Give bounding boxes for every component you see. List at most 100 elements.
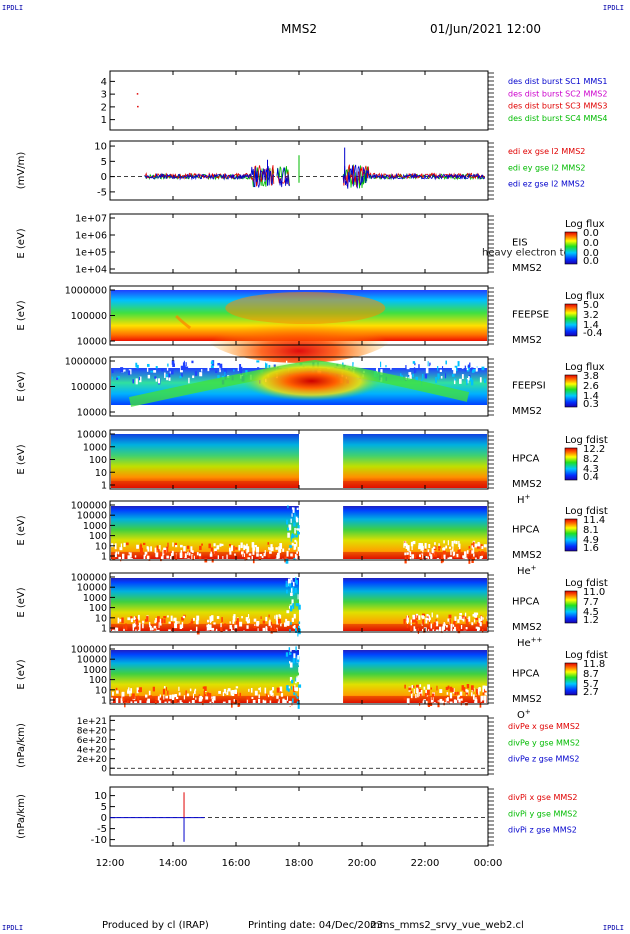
- hpca-he1-speckle: [424, 542, 427, 549]
- hpca-o-speckle: [442, 700, 444, 705]
- hpca-o-speckle: [146, 700, 149, 706]
- hpca-he1-speckle: [201, 543, 203, 546]
- hpca-o-speckle: [458, 698, 461, 703]
- eis-spacecraft: MMS2: [512, 263, 542, 274]
- hpca-he2-speckle: [159, 618, 162, 624]
- hpca-he2-speckle: [278, 614, 281, 617]
- feeps-i-speckle: [132, 379, 134, 384]
- hpca-o-speckle: [183, 695, 186, 700]
- hpca-he2-speckle: [133, 623, 137, 627]
- hpca-o-speckle: [158, 700, 162, 706]
- hpca-he2-speckle: [123, 626, 125, 632]
- feeps-i-speckle: [147, 374, 151, 379]
- hpca-o-speckle: [480, 695, 483, 702]
- hpca-he1-speckle: [287, 505, 289, 509]
- hpca-he1-speckle: [165, 546, 169, 553]
- des-dist-burst-point: [136, 93, 139, 95]
- hpca-he2-cbar: [564, 590, 578, 624]
- hpca-he1-speckle: [198, 553, 202, 557]
- hpca-he2-speckle: [412, 614, 416, 620]
- hpca-he1-speckle: [295, 516, 298, 521]
- feeps-i-speckle: [126, 360, 130, 367]
- feeps-i-speckle: [165, 373, 168, 378]
- feeps-i-speckle: [469, 362, 471, 368]
- hpca-he2-speckle: [464, 615, 467, 619]
- feeps-i-speckle: [444, 373, 447, 379]
- feeps-i-speckle: [468, 376, 470, 381]
- hpca-he2-speckle: [441, 626, 444, 632]
- hpca-he1-speckle: [125, 542, 129, 546]
- hpca-he2-speckle: [266, 630, 268, 636]
- feeps-i-speckle: [380, 369, 383, 375]
- feeps-i-speckle: [265, 361, 269, 364]
- hpca-he2-speckle: [480, 616, 483, 621]
- edi-e-field-series-2: [144, 165, 275, 189]
- hpca-o-speckle: [297, 654, 299, 660]
- hpca-he1-speckle: [147, 547, 150, 552]
- hpca-he1-speckle: [471, 550, 474, 554]
- feeps-i-speckle: [219, 367, 221, 373]
- hpca-he1-speckle: [129, 552, 132, 558]
- hpca-o-speckle: [484, 685, 488, 692]
- hpca-o-speckle: [130, 701, 133, 704]
- feeps-i-speckle: [390, 365, 392, 370]
- hpca-he2-speckle: [279, 614, 282, 619]
- hpca-he1-speckle: [419, 554, 421, 558]
- hpca-h-spectrogram-left: [111, 434, 299, 488]
- divpe-ytick-label: 2e+20: [77, 755, 108, 765]
- hpca-o-speckle: [129, 690, 131, 697]
- hpca-o-speckle: [416, 687, 419, 694]
- feeps-i-speckle: [445, 360, 447, 365]
- hpca-o-speckle: [227, 688, 231, 692]
- hpca-o-speckle: [155, 696, 158, 701]
- feeps-i-speckle: [437, 366, 439, 371]
- hpca-he2-speckle: [235, 621, 239, 627]
- hpca-he1-speckle: [288, 548, 290, 551]
- hpca-he1-speckle: [291, 542, 294, 546]
- hpca-h-ytick-label: 10000: [77, 430, 107, 441]
- hpca-he1-speckle: [456, 553, 459, 558]
- feeps-i-speckle: [408, 372, 412, 375]
- feeps-i-speckle: [454, 378, 457, 381]
- hpca-o-speckle: [458, 694, 460, 698]
- hpca-he1-speckle: [297, 528, 300, 531]
- hpca-he1-speckle: [270, 544, 273, 548]
- hpca-he2-speckle: [213, 622, 216, 625]
- hpca-he1-speckle: [172, 542, 174, 547]
- hpca-he1-speckle: [438, 543, 440, 549]
- feeps-i-speckle: [111, 368, 114, 374]
- hpca-he1-speckle: [468, 558, 471, 564]
- hpca-o-speckle: [484, 688, 487, 691]
- hpca-he1-speckle: [294, 527, 296, 534]
- hpca-o-speckle: [419, 684, 422, 688]
- hpca-he2-speckle: [265, 626, 268, 633]
- hpca-he2-speckle: [159, 622, 162, 626]
- hpca-o-speckle: [482, 692, 485, 695]
- hpca-he1-speckle: [298, 506, 300, 510]
- time-axis-label: 20:00: [348, 858, 377, 869]
- hpca-o-speckle: [159, 694, 162, 698]
- hpca-he1-speckle: [140, 551, 143, 556]
- feeps-i-speckle: [191, 360, 194, 364]
- hpca-o-speckle: [471, 692, 473, 697]
- hpca-he2-speckle: [174, 621, 178, 625]
- hpca-he1-speckle: [268, 546, 270, 550]
- hpca-he1-speckle: [252, 558, 255, 564]
- hpca-he2-speckle: [229, 624, 232, 629]
- hpca-o-speckle: [425, 700, 429, 707]
- hpca-o-ytick-label: 100: [89, 675, 107, 686]
- time-axis-label: 18:00: [285, 858, 314, 869]
- hpca-o-speckle: [157, 696, 160, 701]
- hpca-he1-speckle: [286, 519, 289, 525]
- hpca-he1-speckle: [479, 556, 482, 562]
- feeps-i-speckle: [170, 369, 174, 375]
- hpca-o-speckle: [422, 700, 425, 707]
- hpca-he1-speckle: [264, 550, 266, 554]
- hpca-he2-speckle: [443, 623, 446, 626]
- hpca-he1-speckle: [229, 550, 232, 555]
- hpca-he2-speckle: [479, 619, 481, 623]
- hpca-he1-speckle: [166, 555, 169, 559]
- hpca-h-ytick-label: 1000: [83, 442, 107, 453]
- feeps-i-speckle: [467, 364, 470, 368]
